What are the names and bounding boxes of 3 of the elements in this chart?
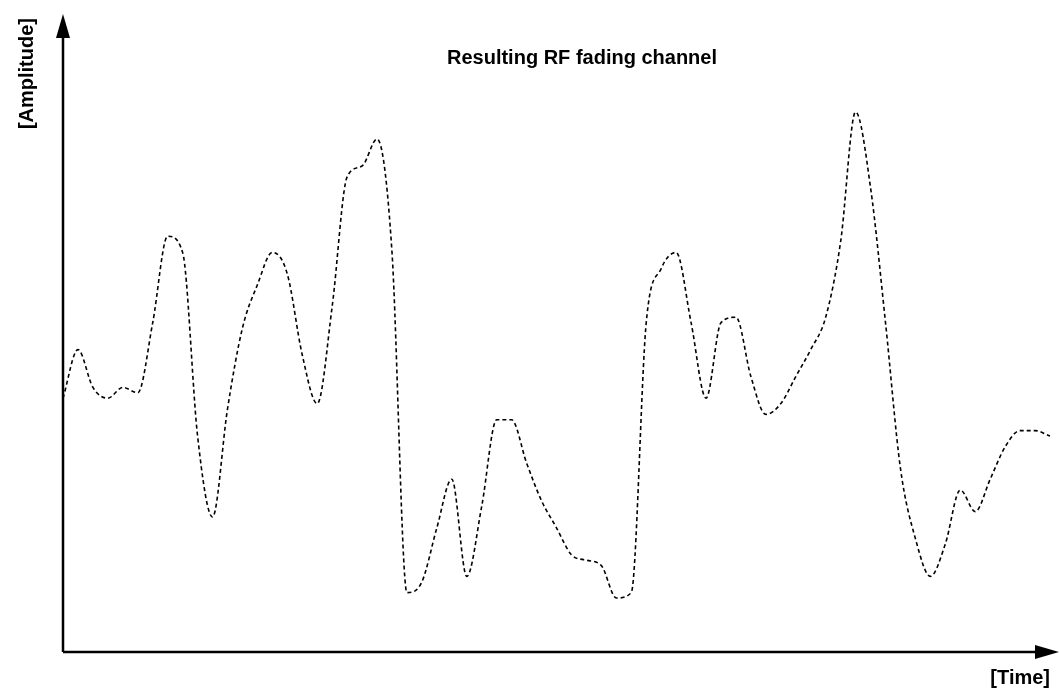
x-axis-title: [Time] xyxy=(990,665,1050,688)
chart-title: Resulting RF fading channel xyxy=(446,45,718,68)
y-axis-title: [Amplitude] xyxy=(14,18,37,130)
